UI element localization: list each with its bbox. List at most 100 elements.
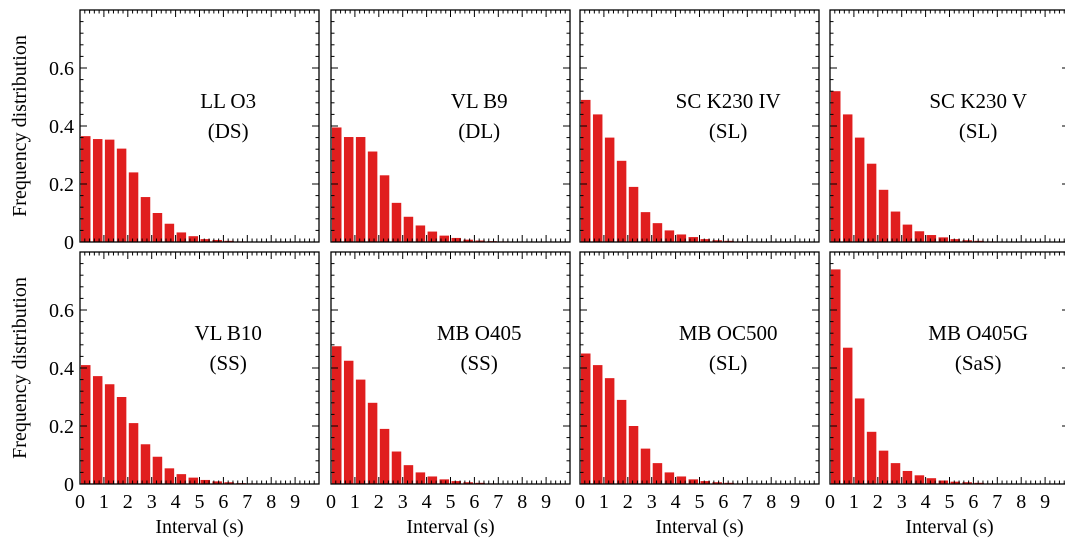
- panel-6-x-tick-label: 6: [469, 491, 479, 513]
- panel-2-title: VL B9: [451, 89, 508, 113]
- panel-6-bar: [379, 428, 390, 484]
- panel-1-y-tick-label: 0: [64, 232, 74, 254]
- panel-1-subtitle: (DS): [208, 119, 249, 143]
- panel-8-subtitle: (SaS): [955, 351, 1002, 375]
- panel-7-bar: [688, 479, 699, 484]
- panel-8-bar: [962, 482, 972, 484]
- panel-5-x-tick-label: 6: [218, 491, 228, 513]
- panel-5-x-tick-label: 3: [147, 491, 157, 513]
- panel-7-bar: [604, 378, 615, 484]
- panel-6-bar: [403, 465, 414, 484]
- panel-7-bar: [700, 481, 710, 484]
- panel-5-bar: [140, 444, 151, 484]
- panel-1-title: LL O3: [200, 89, 256, 113]
- panel-4-bar: [831, 91, 841, 242]
- panel-5-x-tick-label: 2: [123, 491, 133, 513]
- panel-7-bar: [640, 448, 651, 484]
- panel-1-bar: [152, 213, 163, 242]
- panel-3-bar: [676, 234, 687, 242]
- panel-3-bar: [592, 114, 603, 242]
- panel-5-bar: [92, 376, 103, 484]
- panel-6-x-tick-label: 0: [326, 491, 336, 513]
- panel-7-bar: [676, 476, 687, 484]
- panel-8-bar: [878, 450, 889, 484]
- panel-6-x-tick-label: 9: [541, 491, 551, 513]
- panel-5-y-tick-label: 0.2: [49, 416, 74, 438]
- panel-6-x-tick-label: 8: [517, 491, 527, 513]
- panel-4-bar: [926, 235, 937, 242]
- panel-5-frame: [79, 251, 320, 485]
- panel-7-bar: [628, 426, 639, 484]
- panel-4-subtitle: (SL): [959, 119, 998, 143]
- panel-8-bar: [866, 431, 877, 484]
- y-axis-label-row-2: Frequency distribution: [9, 277, 31, 459]
- panel-6-x-tick-label: 1: [350, 491, 360, 513]
- panel-2-bar: [355, 137, 366, 242]
- panel-5-bar: [116, 397, 127, 484]
- panel-4-bar: [938, 237, 949, 242]
- panel-6-bar: [451, 481, 461, 484]
- panel-3-title: SC K230 IV: [676, 89, 781, 113]
- panel-5-subtitle: (SS): [210, 351, 247, 375]
- panel-6-bar: [391, 451, 402, 484]
- panel-3-bar: [652, 223, 663, 242]
- panel-3-bar: [640, 212, 651, 242]
- panel-6-x-tick-label: 5: [446, 491, 456, 513]
- panel-1-y-tick-label: 0.6: [49, 58, 74, 80]
- panel-1-bar: [128, 172, 139, 242]
- panel-2-frame: [330, 9, 571, 243]
- panel-6-title: MB O405: [437, 321, 522, 345]
- panel-7-x-axis-label: Interval (s): [655, 516, 743, 538]
- panel-4-bar: [890, 211, 901, 242]
- panel-7-x-tick-label: 9: [790, 491, 800, 513]
- panel-3-subtitle: (SL): [709, 119, 748, 143]
- panel-8-x-tick-label: 6: [968, 491, 978, 513]
- panel-8-bar: [926, 478, 937, 484]
- panel-2-bar: [451, 237, 461, 242]
- panel-5-bar: [128, 423, 139, 484]
- panel-5-title: VL B10: [194, 321, 261, 345]
- panel-5-bar: [200, 479, 210, 484]
- panel-1-y-tick-label: 0.4: [49, 116, 74, 138]
- panel-2-bar: [463, 239, 473, 242]
- panel-3-bar: [628, 186, 639, 242]
- panel-5-bar: [152, 456, 163, 484]
- panel-7-x-tick-label: 6: [718, 491, 728, 513]
- panel-5-bar: [176, 474, 187, 484]
- panel-6-x-tick-label: 4: [422, 491, 432, 513]
- panel-5-x-tick-label: 1: [99, 491, 109, 513]
- panel-7-subtitle: (SL): [709, 351, 748, 375]
- panel-5-x-tick-label: 0: [75, 491, 85, 513]
- panel-4-bar: [902, 224, 913, 242]
- panel-6-bar: [367, 402, 378, 484]
- panel-7-x-tick-label: 1: [599, 491, 609, 513]
- panel-6-bar: [355, 379, 366, 484]
- panel-1-bar: [140, 197, 151, 242]
- panel-6-subtitle: (SS): [461, 351, 498, 375]
- panel-4-bar: [950, 239, 960, 242]
- panel-1-bar: [176, 232, 187, 242]
- panel-5-x-axis-label: Interval (s): [155, 516, 243, 538]
- panel-8-x-tick-label: 1: [849, 491, 859, 513]
- panel-8-x-tick-label: 5: [945, 491, 955, 513]
- panel-1-y-tick-label: 0.2: [49, 174, 74, 196]
- panel-1-frame: [79, 9, 320, 243]
- panel-5-bar: [212, 481, 222, 484]
- panel-4-bar: [914, 231, 925, 242]
- panel-7-frame: [579, 251, 820, 485]
- panel-7-x-tick-label: 3: [647, 491, 657, 513]
- panel-1-bar: [81, 136, 91, 242]
- panel-2-bar: [403, 216, 414, 242]
- panel-5-y-tick-label: 0.6: [49, 300, 74, 322]
- panel-1-bar: [200, 239, 210, 242]
- panel-3-bar: [712, 240, 722, 242]
- panel-8-bar: [831, 269, 841, 484]
- panel-8-x-tick-label: 2: [873, 491, 883, 513]
- panel-2-bar: [391, 202, 402, 242]
- panel-8-title: MB O405G: [928, 321, 1028, 345]
- panel-4-bar: [866, 163, 877, 242]
- panel-1-bar: [104, 139, 115, 242]
- panel-5-bar: [104, 384, 115, 484]
- panel-5-x-tick-label: 9: [290, 491, 300, 513]
